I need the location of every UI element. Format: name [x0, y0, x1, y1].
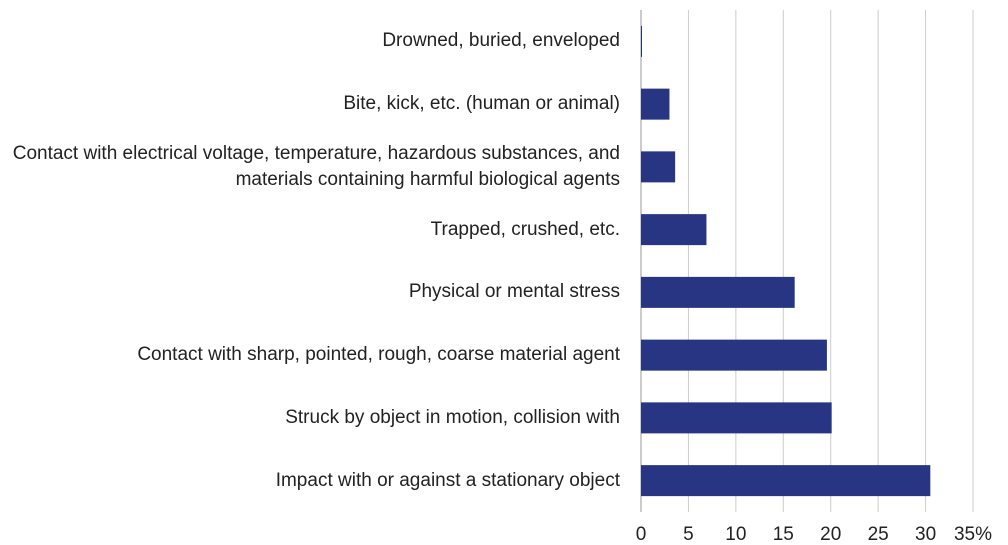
x-tick-label: 15 — [773, 524, 794, 545]
bar — [641, 465, 931, 497]
x-tick-label: 25 — [868, 524, 889, 545]
y-tick-label: Physical or mental stress — [408, 281, 620, 303]
y-tick-label: Contact with electrical voltage, tempera… — [12, 142, 620, 190]
x-tick-label: 35% — [954, 524, 992, 545]
bar — [641, 151, 676, 183]
y-tick-label: Contact with sharp, pointed, rough, coar… — [137, 344, 620, 366]
y-tick-label: Struck by object in motion, collision wi… — [285, 406, 620, 428]
bar — [641, 25, 642, 57]
y-tick-label: Trapped, crushed, etc. — [430, 218, 620, 240]
bar — [641, 214, 707, 246]
x-tick-label: 20 — [820, 524, 841, 545]
x-tick-label: 5 — [683, 524, 694, 545]
y-tick-label: Impact with or against a stationary obje… — [275, 469, 620, 491]
x-tick-label: 0 — [636, 524, 647, 545]
bar — [641, 402, 832, 434]
x-tick-label: 10 — [725, 524, 746, 545]
bar — [641, 88, 670, 120]
x-tick-label: 30 — [915, 524, 936, 545]
bar — [641, 276, 795, 308]
y-tick-label: Bite, kick, etc. (human or animal) — [343, 93, 620, 115]
y-tick-label: Drowned, buried, enveloped — [382, 30, 620, 52]
bar — [641, 339, 827, 371]
